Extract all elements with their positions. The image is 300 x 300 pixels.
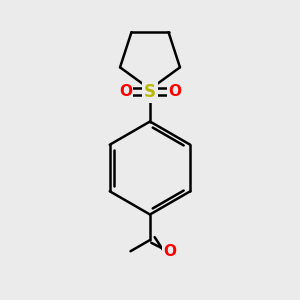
- Text: S: S: [144, 82, 156, 100]
- Text: O: O: [163, 244, 176, 259]
- Text: O: O: [119, 84, 132, 99]
- Text: O: O: [168, 84, 181, 99]
